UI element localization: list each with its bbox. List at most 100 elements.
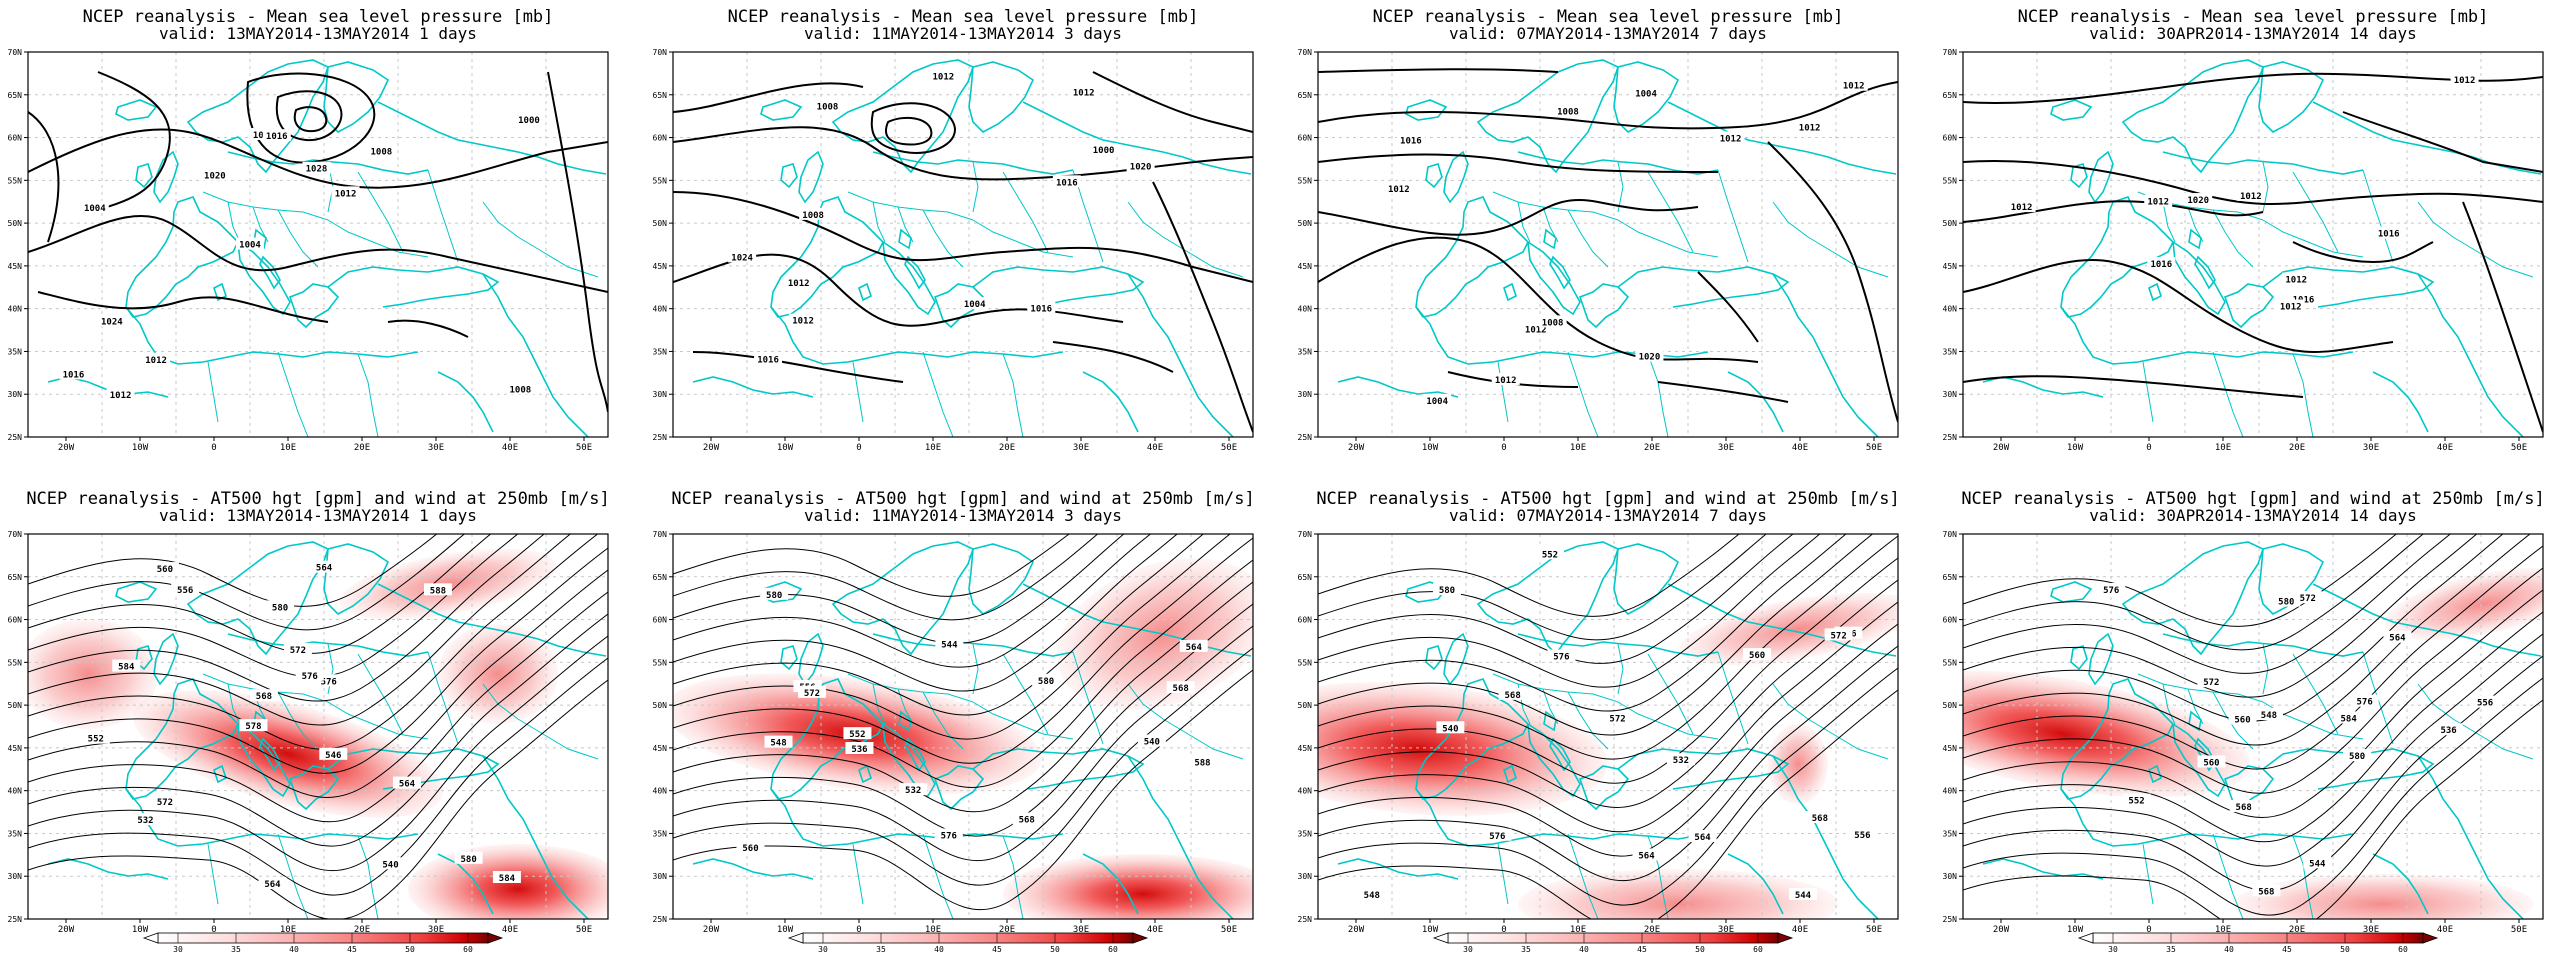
- contour-label: 568: [1505, 691, 1521, 701]
- valid-period-label: valid: 13MAY2014-13MAY2014 1 days: [159, 506, 477, 525]
- lat-tick-label: 65N: [1298, 573, 1313, 582]
- contour-label: 1000: [1093, 146, 1115, 156]
- colorbar-tick-label: 50: [1050, 945, 1060, 954]
- lat-tick-label: 60N: [653, 616, 668, 625]
- map-frame: [27, 51, 609, 438]
- coastline: [47, 858, 169, 880]
- coastline: [968, 61, 1035, 133]
- colorbar-max-arrow: [1777, 932, 1794, 944]
- lat-tick-label: 50N: [8, 701, 23, 710]
- map-frame: [1962, 51, 2544, 438]
- coastline: [437, 371, 494, 433]
- contour-label: 572: [1831, 631, 1847, 641]
- coastline: [2417, 273, 2524, 437]
- contour-label-bg: [1666, 753, 1695, 766]
- coastline: [1022, 101, 1252, 175]
- lat-tick-label: 40N: [8, 305, 23, 314]
- country-border: [1002, 353, 1024, 437]
- contour-label: 1012: [2280, 303, 2302, 313]
- contour-label-bg: [150, 562, 179, 575]
- colorbar-tick-label: 35: [2166, 945, 2176, 954]
- country-border: [922, 351, 954, 437]
- lat-tick-label: 45N: [1298, 744, 1313, 753]
- coastline: [1982, 858, 2104, 880]
- coastline: [898, 710, 912, 732]
- lon-tick-label: 10W: [2067, 443, 2084, 453]
- lon-tick-label: 0: [1501, 443, 1506, 453]
- contour-label-bg: [112, 659, 141, 672]
- lon-tick-label: 10E: [1570, 925, 1586, 935]
- country-border: [482, 683, 599, 760]
- contour-label-bg: [1553, 104, 1582, 117]
- country-border: [1567, 691, 1609, 750]
- country-border: [1617, 219, 1719, 258]
- colorbar-tick-label: 45: [1637, 945, 1647, 954]
- wind-colorbar: [1447, 932, 1779, 944]
- country-border: [1497, 361, 1509, 423]
- colorbar-tick-label: 40: [289, 945, 299, 954]
- contour-label-bg: [1538, 315, 1567, 328]
- colorbar-tick-label: 45: [347, 945, 357, 954]
- height-contour: [1318, 667, 1898, 906]
- lon-tick-label: 0: [2146, 443, 2151, 453]
- map-frame: [672, 51, 1254, 438]
- lat-tick-label: 55N: [1943, 658, 1958, 667]
- contour-label-bg: [262, 129, 291, 142]
- coastline: [2372, 853, 2429, 915]
- lat-tick-label: 45N: [1943, 262, 1958, 271]
- z500-map-panel-2: NCEP reanalysis - AT500 hgt [gpm] and wi…: [653, 489, 1255, 954]
- contour-label-bg: [200, 168, 229, 181]
- contour-label: 1012: [1388, 185, 1410, 195]
- country-border: [1647, 653, 1694, 735]
- coastline: [1527, 240, 1581, 316]
- lon-tick-label: 20E: [1644, 443, 1660, 453]
- coastline: [1517, 633, 1719, 657]
- country-border: [2292, 353, 2314, 437]
- height-contour: [1963, 633, 2543, 867]
- coastline: [2372, 371, 2429, 433]
- coastline: [2188, 710, 2202, 732]
- coastline: [377, 101, 607, 175]
- height-contour: [1963, 611, 2543, 843]
- lat-tick-label: 50N: [8, 219, 23, 228]
- coastline: [1127, 755, 1234, 919]
- isobar: [387, 319, 469, 338]
- contour-label: 572: [2203, 678, 2219, 688]
- contour-label: 556: [1854, 831, 1870, 841]
- contour-label-bg: [1089, 143, 1118, 156]
- contour-label: 1028: [306, 165, 328, 175]
- contour-label-bg: [1166, 681, 1195, 694]
- lat-tick-label: 30N: [1943, 390, 1958, 399]
- country-border: [2162, 683, 2176, 725]
- contour-label: 564: [2389, 634, 2406, 644]
- lat-tick-label: 25N: [8, 915, 23, 924]
- contour-label-bg: [736, 841, 765, 854]
- contour-label-bg: [1848, 827, 1877, 840]
- lat-tick-label: 55N: [8, 176, 23, 185]
- contour-label-bg: [2197, 675, 2226, 688]
- contour-label-bg: [1839, 78, 1868, 91]
- contour-label: 1012: [335, 189, 357, 199]
- country-border: [847, 191, 974, 221]
- valid-period-label: valid: 07MAY2014-13MAY2014 7 days: [1449, 506, 1767, 525]
- coastline: [2148, 764, 2162, 784]
- contour-label: 1008: [1542, 318, 1564, 328]
- contour-label: 552: [2128, 797, 2144, 807]
- contour-label-bg: [59, 367, 88, 380]
- contour-label: 564: [399, 780, 416, 790]
- coastline: [1667, 101, 1897, 175]
- contour-label-bg: [302, 161, 331, 174]
- contour-label-bg: [239, 719, 268, 732]
- contour-label-bg: [845, 741, 874, 754]
- coastline: [2162, 633, 2364, 657]
- height-contour: [1963, 534, 2398, 627]
- country-border: [227, 201, 241, 243]
- lon-tick-label: 10W: [1422, 443, 1439, 453]
- coastline: [186, 541, 329, 656]
- country-border: [427, 169, 459, 263]
- coastline: [2070, 163, 2088, 189]
- country-border: [1492, 191, 1619, 221]
- lon-tick-label: 20E: [354, 925, 370, 935]
- coastline: [882, 240, 936, 316]
- coastline: [2258, 61, 2325, 133]
